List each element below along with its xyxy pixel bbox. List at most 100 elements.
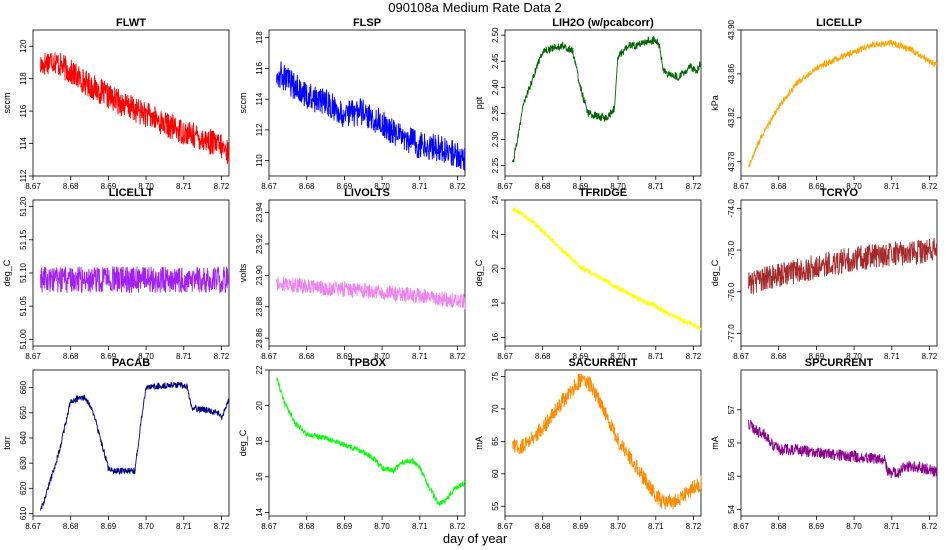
x-tick-label: 8.72 [214, 352, 230, 361]
y-tick-label: 51.00 [19, 329, 28, 350]
y-tick-label: 16 [255, 472, 264, 481]
panel-lih2o-w-pcabcorr: LIH2O (w/pcabcorr) ppt 8.67 8.68 8.69 8.70 8.7… [474, 17, 702, 191]
x-tick-label: 8.67 [25, 522, 41, 531]
y-tick-label: 630 [19, 456, 28, 470]
x-tick-label: 8.70 [610, 522, 626, 531]
x-tick-label: 8.67 [261, 522, 277, 531]
x-tick-label: 8.68 [771, 352, 787, 361]
x-tick-label: 8.72 [214, 522, 230, 531]
y-tick-label: 51.15 [19, 229, 28, 250]
x-tick-label: 8.67 [733, 352, 749, 361]
x-tick-label: 8.69 [809, 522, 825, 531]
panel-licellt: LICELLT deg_C 8.67 8.68 8.69 8.70 8.71 8.72 51.0… [2, 187, 230, 361]
plot-frame [504, 29, 702, 177]
y-tick-label: 23.86 [255, 328, 264, 349]
figure-title: 090108a Medium Rate Data 2 [388, 0, 562, 15]
panel-livolts: LIVOLTS volts 8.67 8.68 8.69 8.70 8.71 8.72 23.8… [238, 187, 466, 361]
panel-pacab: PACAB torr 8.67 8.68 8.69 8.70 8.71 8.72 610 620 6… [2, 357, 230, 531]
x-tick-label: 8.69 [101, 352, 117, 361]
y-tick-label: 43.82 [727, 107, 736, 128]
x-tick-label: 8.71 [648, 522, 664, 531]
x-tick-label: 8.67 [733, 182, 749, 191]
y-axis-label: ppt [474, 96, 484, 109]
y-tick-label: 2.35 [491, 105, 500, 121]
series-line [512, 36, 702, 163]
x-tick-label: 8.68 [299, 522, 315, 531]
plot-frame [268, 369, 466, 517]
y-tick-label: 65 [491, 436, 500, 445]
x-tick-label: 8.70 [374, 522, 390, 531]
y-tick-label: 114 [19, 137, 28, 150]
x-tick-label: 8.72 [686, 522, 702, 531]
y-tick-label: 43.90 [727, 19, 736, 40]
series-line [276, 276, 466, 310]
series-line [276, 377, 466, 506]
x-tick-label: 8.67 [497, 522, 513, 531]
panel-tcryo: TCRYO deg_C 8.67 8.68 8.69 8.70 8.71 8.72 -77.0 -… [710, 187, 938, 361]
x-tick-label: 8.68 [535, 182, 551, 191]
y-tick-label: -75.0 [727, 240, 736, 259]
y-tick-label: 620 [19, 481, 28, 495]
panel-title: TCRYO [820, 187, 859, 199]
y-tick-label: 55 [727, 471, 736, 480]
panel-title: LIH2O (w/pcabcorr) [552, 17, 654, 29]
y-tick-label: 650 [19, 406, 28, 420]
plot-frame [740, 199, 938, 347]
series-line [40, 52, 230, 165]
x-tick-label: 8.68 [299, 182, 315, 191]
x-tick-label: 8.71 [176, 522, 192, 531]
y-tick-label: 118 [19, 72, 28, 85]
x-tick-label: 8.71 [648, 352, 664, 361]
series-line [748, 39, 938, 168]
panel-title: SPCURRENT [805, 357, 874, 369]
y-tick-label: 116 [19, 104, 28, 117]
y-axis-label: mA [474, 436, 484, 450]
y-tick-label: 22 [491, 229, 500, 238]
y-tick-label: 112 [255, 123, 264, 136]
y-tick-label: 120 [19, 39, 28, 53]
x-tick-label: 8.71 [176, 352, 192, 361]
y-tick-label: 18 [255, 436, 264, 445]
y-tick-label: 75 [491, 371, 500, 380]
x-tick-label: 8.70 [846, 352, 862, 361]
y-axis-label: mA [710, 436, 720, 450]
plot-frame [504, 199, 702, 347]
x-tick-label: 8.68 [299, 352, 315, 361]
x-tick-label: 8.69 [809, 352, 825, 361]
y-axis-label: deg_C [2, 259, 12, 286]
x-tick-label: 8.70 [138, 352, 154, 361]
x-tick-label: 8.72 [686, 352, 702, 361]
panel-tfridge: TFRIDGE deg_C 8.67 8.68 8.69 8.70 8.71 8.72 16 18… [474, 187, 702, 361]
panel-title: LIVOLTS [344, 187, 390, 199]
x-tick-label: 8.68 [535, 352, 551, 361]
panel-title: TPBOX [348, 357, 387, 369]
panel-tpbox: TPBOX deg_C 8.67 8.68 8.69 8.70 8.71 8.72 14 16 18… [238, 357, 466, 531]
y-tick-label: 51.05 [19, 296, 28, 317]
panel-title: LICELLT [109, 187, 154, 199]
y-tick-label: 2.25 [491, 157, 500, 173]
y-tick-label: 43.86 [727, 63, 736, 84]
panel-licellp: LICELLP kPa 8.67 8.68 8.69 8.70 8.71 8.72 43.78 4… [710, 17, 938, 191]
y-tick-label: 110 [255, 154, 264, 167]
panel-flwt: FLWT sccm 8.67 8.68 8.69 8.70 8.71 8.72 112 114 11… [2, 17, 230, 191]
y-tick-label: 23.92 [255, 233, 264, 254]
x-tick-label: 8.72 [450, 182, 466, 191]
x-tick-label: 8.72 [450, 352, 466, 361]
y-tick-label: 20 [255, 401, 264, 410]
y-tick-label: 51.20 [19, 196, 28, 217]
x-tick-label: 8.67 [25, 352, 41, 361]
y-tick-label: 114 [255, 92, 264, 105]
x-tick-label: 8.70 [846, 522, 862, 531]
y-tick-label: 56 [727, 438, 736, 447]
x-tick-label: 8.69 [573, 182, 589, 191]
plot-frame [268, 29, 466, 177]
y-tick-label: 16 [491, 332, 500, 341]
plot-frame [32, 369, 230, 517]
x-tick-label: 8.71 [884, 522, 900, 531]
x-tick-label: 8.71 [412, 522, 428, 531]
plot-frame [268, 199, 466, 347]
x-tick-label: 8.71 [176, 182, 192, 191]
y-tick-label: 112 [19, 169, 28, 182]
series-line [748, 237, 938, 295]
